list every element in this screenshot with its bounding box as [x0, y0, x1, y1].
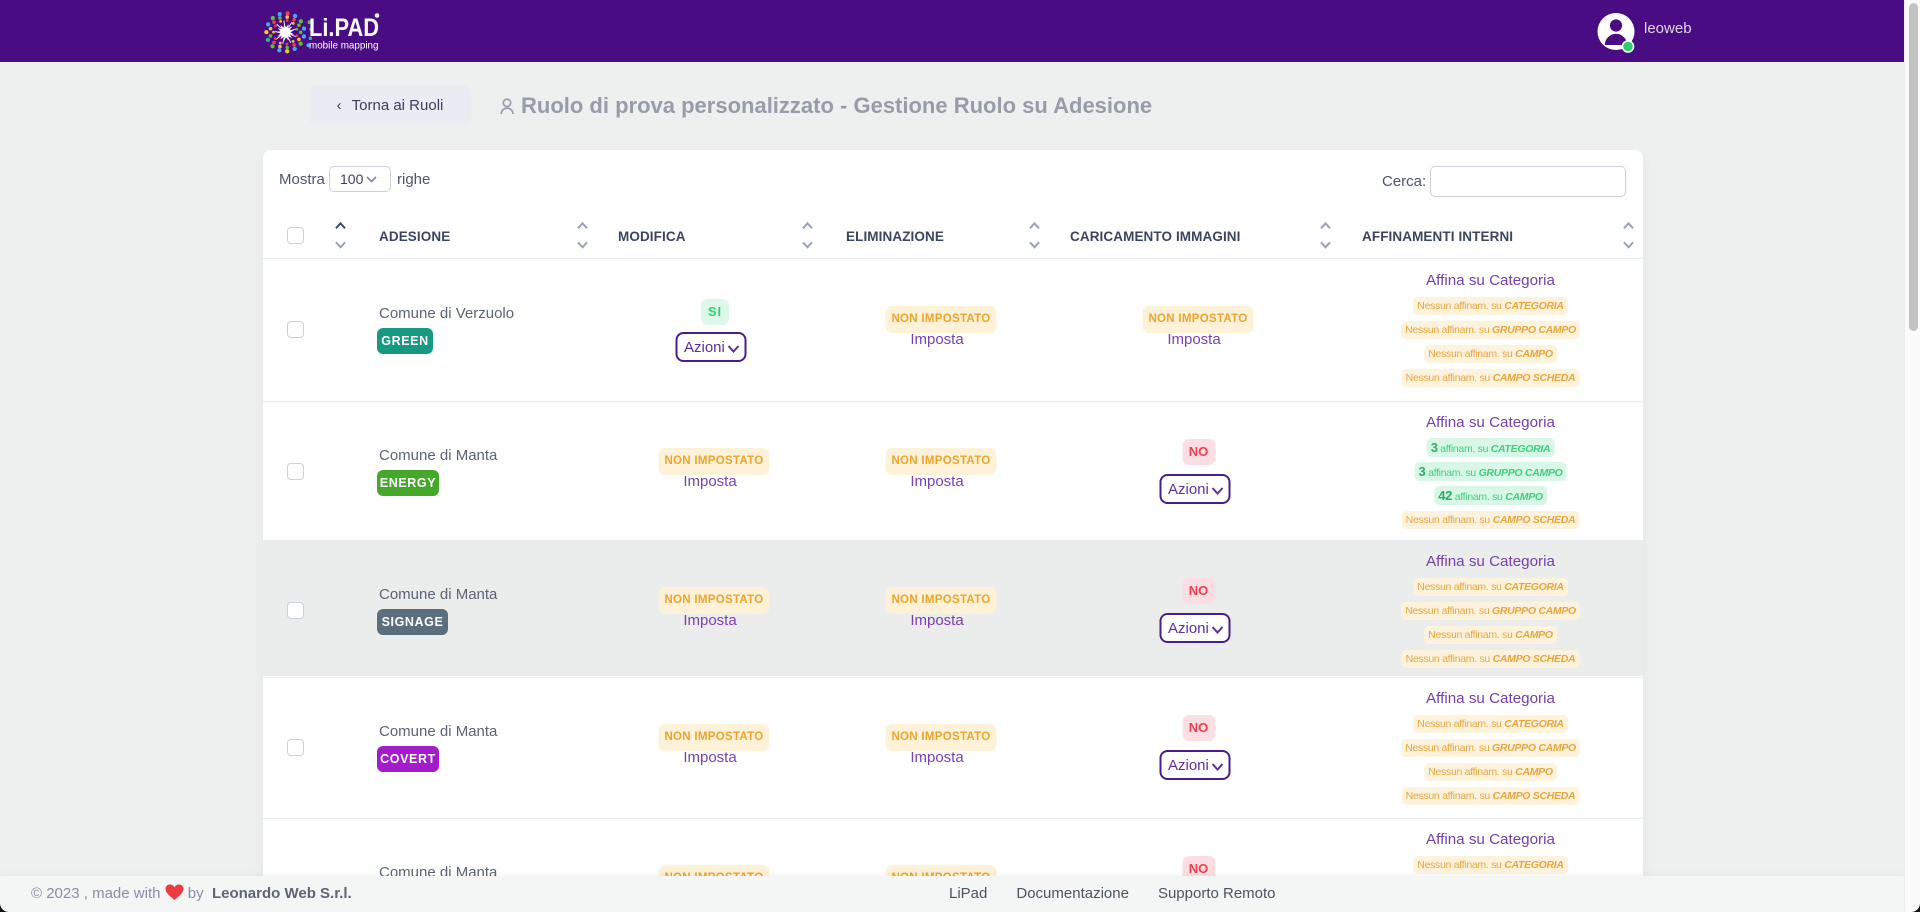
- svg-text:mobile mapping: mobile mapping: [309, 41, 379, 52]
- svg-text:Li.PAD: Li.PAD: [309, 14, 379, 42]
